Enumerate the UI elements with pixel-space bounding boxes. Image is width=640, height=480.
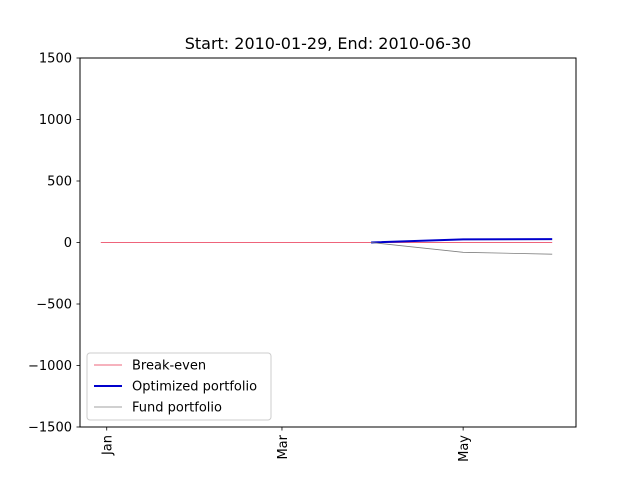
y-tick-label-0: −1500 <box>28 421 72 436</box>
series-line-1 <box>371 238 553 244</box>
y-tick-label-3: 0 <box>64 236 72 251</box>
y-tick-label-1: −1000 <box>28 359 72 374</box>
y-tick-label-6: 1500 <box>39 52 72 67</box>
y-axis: −1500 −1000 −500 0 500 1000 1500 <box>28 52 80 436</box>
legend-label-1: Optimized portfolio <box>132 380 257 395</box>
x-tick-label-2: May <box>457 435 472 462</box>
plot-area <box>100 238 553 255</box>
y-tick-label-5: 1000 <box>39 113 72 128</box>
series-line-2 <box>371 242 553 255</box>
x-tick-label-1: Mar <box>276 434 291 459</box>
y-tick-label-2: −500 <box>36 298 72 313</box>
y-tick-label-4: 500 <box>47 175 72 190</box>
x-tick-label-0: Jan <box>101 435 116 456</box>
legend-label-2: Fund portfolio <box>132 401 222 416</box>
legend: Break-even Optimized portfolio Fund portfo… <box>86 352 272 421</box>
x-axis: Jan Mar May <box>101 427 472 462</box>
legend-box <box>86 352 272 421</box>
legend-label-0: Break-even <box>132 359 206 374</box>
chart-title: Start: 2010-01-29, End: 2010-06-30 <box>185 34 472 53</box>
